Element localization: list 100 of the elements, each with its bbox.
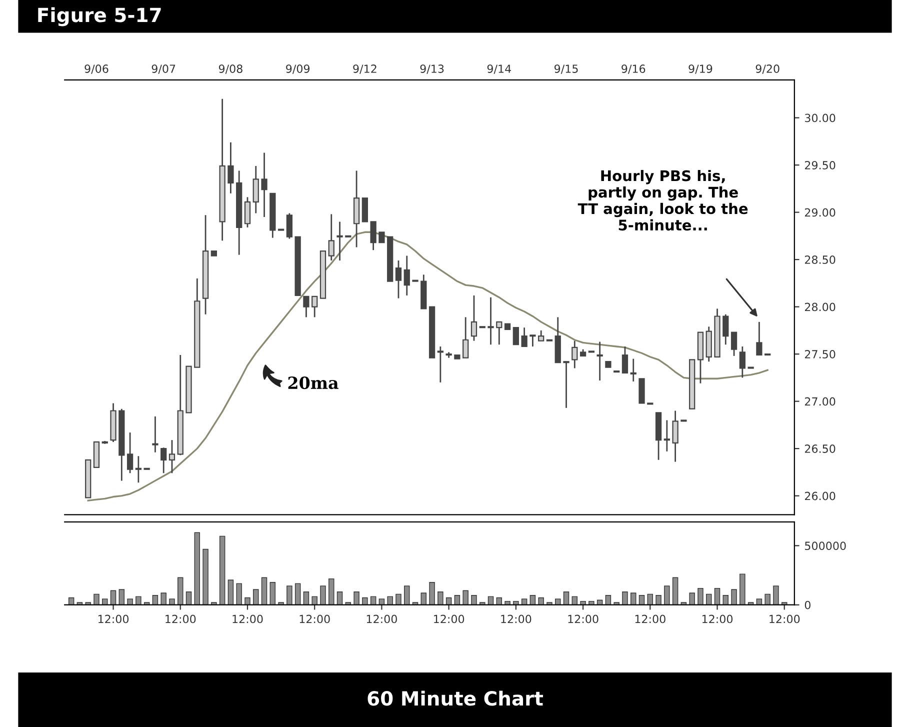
- candlestick: [462, 316, 469, 359]
- bar: [160, 592, 166, 605]
- candlestick: [370, 221, 376, 251]
- annotation: Hourly PBS his, partly on gap. The TT again, look to the 5-minute...: [578, 170, 748, 231]
- x-tick-label: 12:00: [501, 614, 532, 624]
- bar: [68, 597, 74, 605]
- candlestick: [286, 212, 292, 240]
- bar: [194, 532, 200, 605]
- candlestick: [135, 455, 142, 484]
- candlestick: [404, 255, 410, 296]
- x-tick-label: 12:00: [635, 614, 666, 624]
- bar: [76, 602, 83, 605]
- bar: [127, 598, 133, 605]
- y-tick-label: 26.00: [804, 492, 836, 500]
- x-tick-label: 12:00: [232, 614, 263, 624]
- bar: [387, 596, 393, 605]
- y-tick-label: 28.50: [804, 256, 836, 264]
- candlestick: [328, 213, 334, 262]
- bar: [454, 595, 460, 605]
- bar: [605, 595, 612, 605]
- bar: [471, 595, 477, 605]
- x-tick-label: 9/06: [84, 64, 108, 74]
- bar: [672, 577, 678, 605]
- x-tick-label: 12:00: [568, 614, 598, 624]
- text: 60 Minute Chart: [368, 690, 544, 706]
- bar: [286, 586, 292, 605]
- candlestick: [722, 314, 729, 346]
- bar: [664, 586, 670, 605]
- candlestick: [538, 330, 544, 342]
- bar: [94, 594, 100, 605]
- bar: [731, 589, 737, 605]
- bar: [656, 595, 662, 605]
- x-tick-label: 12:00: [434, 614, 464, 624]
- candlestick: [512, 327, 519, 346]
- y-tick-label: 500000: [805, 542, 846, 550]
- bar: [538, 597, 544, 605]
- bar: [404, 586, 410, 605]
- x-tick-label: 9/19: [688, 64, 712, 74]
- bar: [521, 598, 528, 605]
- x-tick-label: 12:00: [166, 614, 196, 624]
- candlestick: [152, 416, 158, 454]
- bar: [722, 595, 729, 605]
- candlestick: [395, 260, 402, 299]
- bar: [706, 594, 712, 605]
- bar: [345, 602, 352, 605]
- bar: [412, 602, 418, 605]
- bar: [496, 597, 502, 605]
- bar: [740, 574, 746, 605]
- candlestick: [572, 340, 578, 369]
- bar: [169, 598, 175, 605]
- y-tick-label: 27.50: [804, 350, 836, 358]
- bar: [698, 588, 704, 605]
- bar: [336, 591, 343, 605]
- x-tick-label: 12:00: [300, 614, 330, 624]
- x-tick-label: 9/07: [152, 64, 176, 74]
- bar: [630, 592, 636, 605]
- candlestick: [521, 326, 528, 348]
- candlestick: [739, 346, 746, 378]
- candlestick: [730, 332, 738, 357]
- candlestick: [252, 165, 259, 214]
- candlestick: [664, 420, 670, 452]
- bar: [396, 594, 402, 605]
- bar: [362, 597, 368, 605]
- chart-title: Figure 5-17: [38, 7, 161, 26]
- x-tick-label: 9/12: [353, 64, 376, 74]
- bar: [136, 596, 142, 605]
- bar: [303, 591, 310, 605]
- candlestick: [596, 341, 603, 382]
- bar: [572, 596, 578, 605]
- bar: [622, 591, 628, 605]
- bar: [278, 602, 284, 605]
- candlestick: [672, 410, 678, 462]
- bar: [680, 602, 687, 605]
- candlestick: [303, 296, 310, 318]
- bar: [462, 590, 468, 605]
- bar: [152, 595, 158, 605]
- bar: [438, 591, 444, 605]
- y-tick-label: 26.50: [804, 444, 836, 453]
- annotation: 20ma: [288, 376, 338, 390]
- bar: [320, 586, 326, 605]
- bar: [294, 583, 301, 605]
- y-tick-label: 27.00: [804, 397, 836, 406]
- bar: [202, 548, 208, 605]
- x-tick-label: 12:00: [366, 614, 397, 624]
- bar: [555, 598, 561, 605]
- candlestick: [244, 196, 251, 228]
- bar: [480, 602, 486, 605]
- candlestick: [470, 294, 478, 342]
- bar: [354, 591, 360, 605]
- x-tick-label: 12:00: [98, 614, 129, 624]
- bar: [85, 602, 91, 605]
- bar: [773, 586, 779, 605]
- y-tick-label: 29.00: [804, 208, 836, 217]
- x-tick-label: 9/14: [487, 64, 511, 74]
- candlestick: [488, 296, 494, 346]
- candlestick: [630, 358, 636, 382]
- candlestick: [160, 446, 167, 474]
- candlestick: [228, 142, 234, 194]
- x-tick-label: 9/20: [756, 64, 780, 74]
- candlestick: [622, 346, 628, 374]
